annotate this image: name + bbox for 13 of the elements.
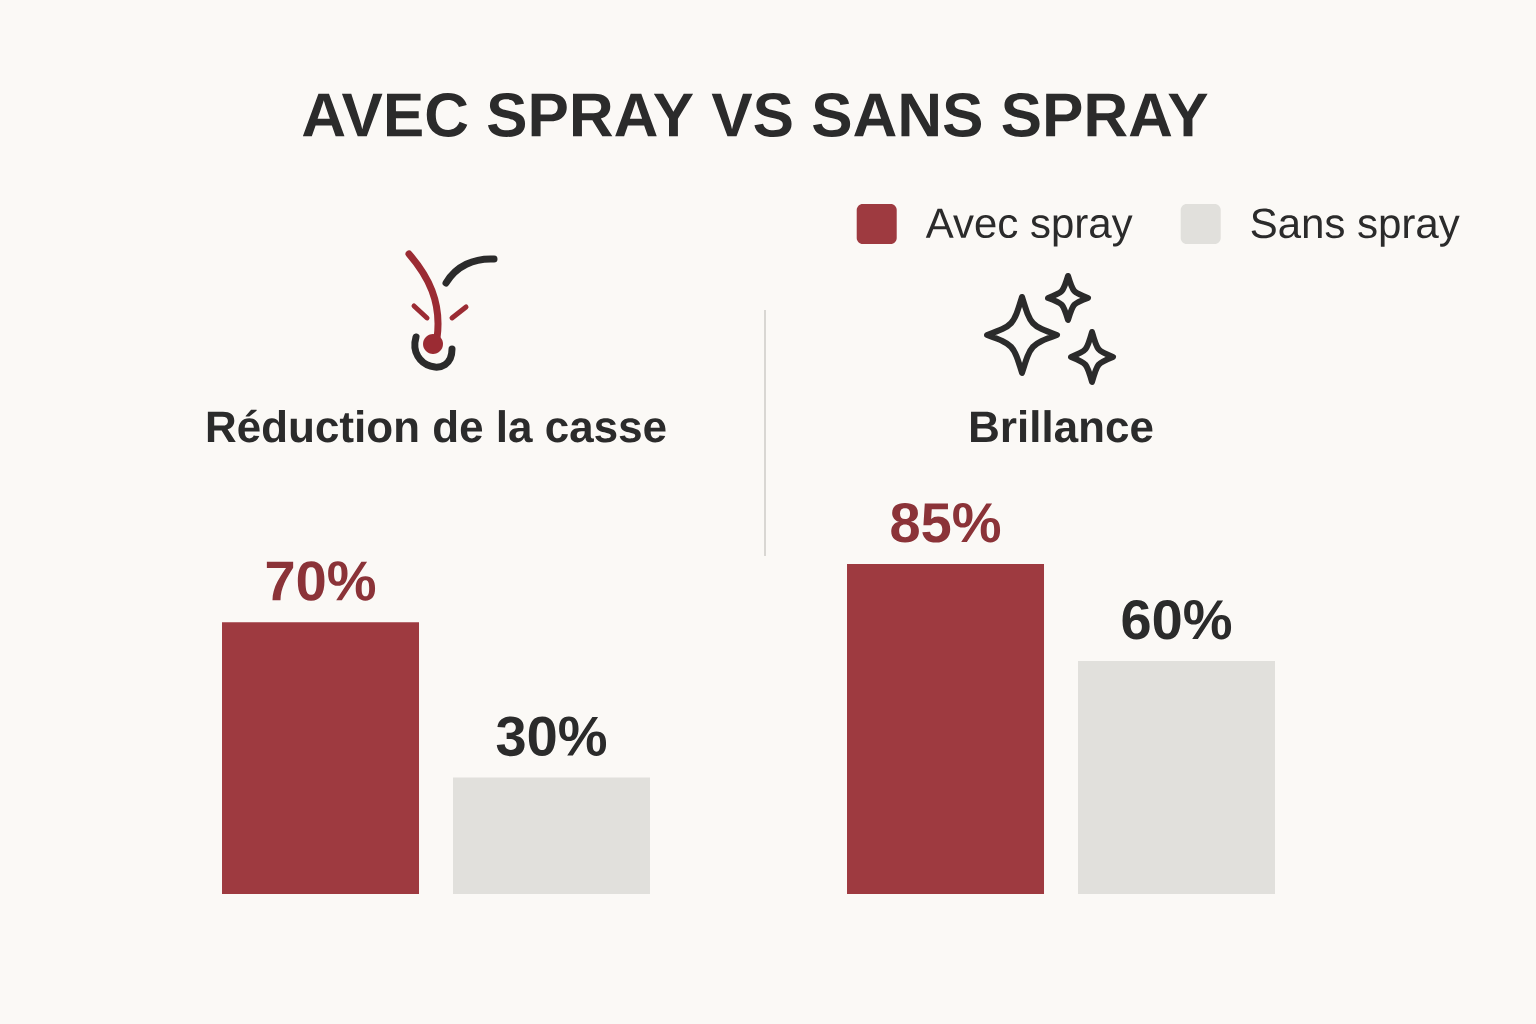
bar [453,777,651,894]
chart-title: AVEC SPRAY VS SANS SPRAY [302,93,1208,137]
data-label: 85% [891,502,1001,543]
legend-label: Avec spray [925,208,1133,247]
legend-label: Sans spray [1251,208,1460,247]
bar [1078,661,1276,894]
x-tick-label: Brillance [971,410,1153,443]
data-label: 60% [1122,599,1232,640]
data-label: 70% [266,561,376,601]
data-label: 30% [496,716,607,757]
bar [847,563,1045,894]
x-tick-label: Réduction de la casse [207,409,666,443]
bar [222,622,420,894]
